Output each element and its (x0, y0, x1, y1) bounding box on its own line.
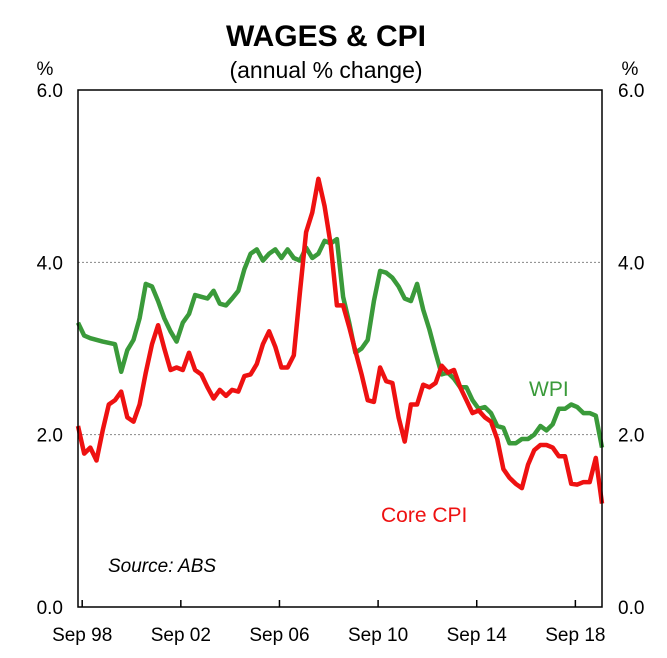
wpi-series-label: WPI (529, 378, 569, 401)
chart-subtitle: (annual % change) (229, 57, 422, 83)
plot-frame (77, 89, 603, 608)
x-axis-ticks (81, 600, 577, 607)
x-axis-tick-labels: Sep 98 Sep 02 Sep 06 Sep 10 Sep 14 Sep 18 (52, 625, 605, 646)
right-axis-tick-labels: 0.0 2.0 4.0 6.0 (618, 81, 644, 619)
y-right-tick-label: 2.0 (618, 426, 644, 447)
left-axis-unit: % (37, 59, 54, 80)
y-left-tick-label: 0.0 (37, 598, 63, 619)
core-cpi-line (75, 176, 605, 504)
y-left-tick-label: 2.0 (37, 426, 63, 447)
y-right-tick-label: 6.0 (618, 81, 644, 102)
source-note: Source: ABS (108, 556, 216, 577)
right-axis-unit: % (622, 59, 639, 80)
wpi-line (75, 236, 605, 449)
y-right-tick-label: 0.0 (618, 598, 644, 619)
core-cpi-series-label: Core CPI (381, 504, 467, 527)
y-right-tick-label: 4.0 (618, 253, 644, 274)
x-tick-label: Sep 18 (545, 625, 605, 646)
x-tick-label: Sep 10 (348, 625, 408, 646)
x-tick-label: Sep 14 (447, 625, 508, 646)
x-tick-label: Sep 06 (249, 625, 309, 646)
x-tick-label: Sep 98 (52, 625, 112, 646)
y-left-tick-label: 6.0 (37, 81, 63, 102)
left-axis-tick-labels: 0.0 2.0 4.0 6.0 (37, 81, 63, 619)
x-tick-label: Sep 02 (151, 625, 211, 646)
series-layer (75, 176, 605, 504)
chart-title: WAGES & CPI (226, 20, 426, 53)
y-left-tick-label: 4.0 (37, 253, 63, 274)
